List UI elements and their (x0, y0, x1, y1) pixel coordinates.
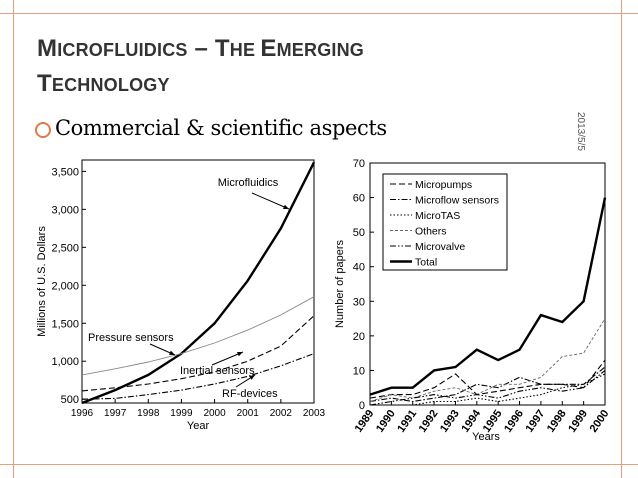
chart1-series-rf-devices (81, 353, 315, 400)
chart2-legend-label-total: Total (415, 257, 437, 269)
chart2-y-tick-label: 20 (353, 331, 365, 343)
title-big-t2: T (37, 70, 52, 97)
frame-line-bottom (0, 464, 638, 465)
chart1-x-tick-label: 1996 (71, 408, 94, 419)
chart1-y-tick-label: 3,500 (51, 166, 79, 178)
chart2-y-tick-label: 30 (353, 296, 365, 308)
chart2-legend-label-microvalve: Microvalve (415, 241, 465, 253)
chart2-y-tick-label: 60 (353, 193, 365, 205)
chart2-series-micropumps (369, 359, 606, 399)
title-big-t: T (214, 35, 230, 62)
chart2-x-axis-label: Years (472, 431, 500, 443)
title-rest-echnology: ECHNOLOGY (51, 75, 170, 95)
chart1-annotation-pressure-sensors: Pressure sensors (88, 332, 174, 344)
chart1-x-tick-label: 2003 (303, 408, 326, 419)
frame-line-left (13, 0, 14, 478)
chart1-y-tick-label: 3,000 (51, 204, 79, 216)
chart2-x-tick-label: 1991 (395, 408, 419, 435)
chart1-plot-frame (81, 159, 315, 404)
chart2-series-total (369, 197, 607, 396)
chart2-legend-box (382, 173, 508, 271)
title-dash: – (187, 35, 215, 62)
chart1-arrowhead-icon (249, 375, 255, 380)
slide-title: MICROFLUIDICS – THE EMERGING TECHNOLOGY (37, 32, 557, 102)
title-big-e: E (260, 35, 277, 62)
chart2-y-axis-label: Number of papers (334, 239, 346, 328)
chart2-legend-label-microflow-sensors: Microflow sensors (415, 195, 499, 207)
chart1-x-tick-label: 1997 (104, 408, 127, 419)
bullet-item: Commercial & scientific aspects (35, 116, 387, 140)
chart2-x-tick-label: 1990 (374, 408, 398, 435)
chart1-annotation-microfluidics: Microfluidics (218, 177, 279, 189)
chart1-x-tick-label: 2002 (270, 408, 293, 419)
chart2-x-tick-label: 2000 (588, 408, 612, 435)
chart1-x-axis-label: Year (187, 420, 210, 432)
chart2-x-tick-label: 1989 (353, 408, 377, 435)
bullet-text: Commercial & scientific aspects (55, 116, 387, 140)
chart2-series-microtas (370, 373, 606, 406)
chart1-x-tick-label: 2000 (203, 408, 226, 419)
title-rest-merging: MERGING (276, 40, 365, 60)
title-rest-icrofluidics: ICROFLUIDICS (57, 40, 188, 60)
chart1-y-tick-label: 2,500 (51, 242, 79, 254)
chart1-annotation-inertial-sensors: Inertial sensors (180, 365, 255, 377)
chart2-x-tick-label: 1992 (417, 408, 441, 435)
chart2-legend-label-others: Others (415, 226, 447, 238)
chart2-x-tick-label: 1999 (566, 408, 590, 435)
chart1-x-tick-label: 1998 (137, 408, 160, 419)
chart1-arrowhead-icon (283, 204, 289, 209)
chart1-series-inertial-sensors (81, 315, 315, 392)
chart2-legend-label-microtas: MicroTAS (415, 210, 460, 222)
chart2-legend-label-micropumps: Micropumps (415, 179, 472, 191)
bullet-circle-icon (35, 121, 51, 138)
chart2-series-microflow-sensors (369, 366, 606, 403)
chart1-y-tick-label: 500 (61, 394, 79, 406)
chart1-annotation-arrow (211, 351, 244, 366)
frame-line-right (621, 0, 622, 478)
chart2-y-tick-label: 40 (353, 262, 365, 274)
chart1-arrowhead-icon (169, 350, 175, 355)
chart1-annotation-arrow (251, 192, 290, 210)
chart2-x-tick-label: 1993 (438, 408, 462, 435)
chart2-y-tick-label: 70 (353, 158, 365, 170)
chart2-x-tick-label: 1997 (523, 408, 547, 435)
chart1-arrowhead-icon (237, 352, 243, 357)
chart2-plot-frame (369, 162, 606, 406)
chart1-series-pressure-sensors (81, 296, 315, 376)
chart2-x-tick-label: 1998 (545, 408, 569, 435)
chart1-y-tick-label: 1,000 (51, 356, 79, 368)
title-big-m: M (37, 35, 58, 62)
chart1-y-tick-label: 1,500 (51, 318, 79, 330)
chart2-y-tick-label: 0 (359, 400, 365, 412)
chart2-series-microvalve (369, 369, 606, 406)
chart2-y-tick-label: 50 (353, 227, 365, 239)
chart1-x-tick-label: 2001 (237, 408, 260, 419)
chart2-series-others (369, 318, 606, 402)
frame-line-top (0, 13, 638, 14)
chart2-y-tick-label: 10 (353, 365, 365, 377)
chart1-x-tick-label: 1999 (170, 408, 193, 419)
chart1-y-tick-label: 2,000 (51, 280, 79, 292)
chart1-annotation-rf-devices: RF-devices (222, 388, 278, 400)
title-rest-he: HE (229, 40, 261, 60)
chart1-y-axis-label: Millions of U.S. Dollars (36, 226, 48, 337)
chart2-x-tick-label: 1996 (502, 408, 526, 435)
